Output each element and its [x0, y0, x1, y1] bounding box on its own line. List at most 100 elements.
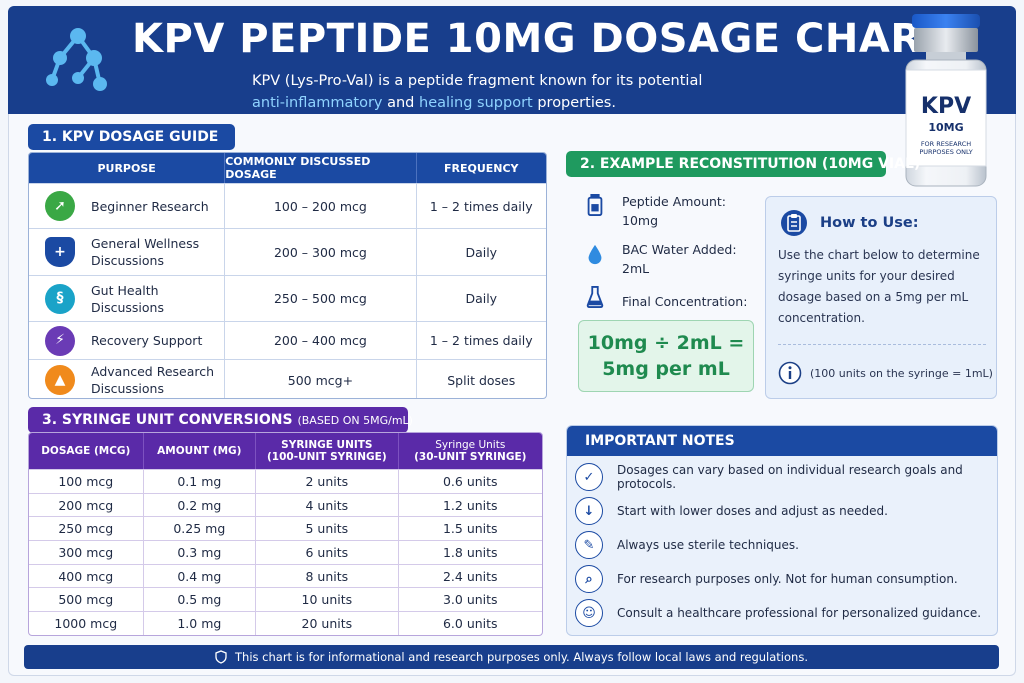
list-item: ✎ Always use sterile techniques.	[575, 530, 799, 560]
how-to-use-body: Use the chart below to determine syringe…	[778, 248, 980, 325]
syringe-header-row: DOSAGE (MCG) AMOUNT (MG) SYRINGE UNITS (1…	[29, 433, 542, 469]
guide-header-purpose: PURPOSE	[29, 153, 226, 183]
syringe-icon: ✎	[575, 531, 603, 559]
magnifier-icon: ⌕	[575, 565, 603, 593]
units-100-cell: 10 units	[256, 588, 399, 612]
guide-section-title: 1. KPV DOSAGE GUIDE	[28, 124, 235, 150]
clipboard-icon	[781, 210, 807, 236]
guide-dosage: 200 – 300 mcg	[225, 229, 417, 275]
water-drop-icon	[588, 244, 602, 265]
amount-cell: 0.3 mg	[144, 541, 257, 564]
units-100-cell: 8 units	[256, 564, 399, 588]
subtitle-highlight-1: anti-inflammatory	[252, 95, 383, 111]
guide-dosage: 250 – 500 mcg	[225, 276, 417, 321]
dosage-cell: 100 mcg	[29, 470, 144, 493]
guide-dosage: 500 mcg+	[225, 360, 417, 398]
rocket-icon: ➚	[45, 191, 75, 221]
subtitle-highlight-2: healing support	[419, 95, 533, 111]
guide-purpose: Advanced Research Discussions	[91, 364, 215, 396]
units-30-cell: 3.0 units	[442, 592, 498, 608]
guide-purpose: General Wellness Discussions	[91, 236, 200, 268]
syringe-section-title-sub: (BASED ON 5MG/mL)	[297, 414, 413, 427]
gut-icon: §	[45, 283, 75, 314]
units-30-cell: 2.4 units	[442, 568, 498, 584]
important-notes-box: IMPORTANT NOTES ✓ Dosages can vary based…	[566, 425, 998, 636]
list-item: ☺ Consult a healthcare professional for …	[575, 598, 981, 628]
amount-cell: 0.25 mg	[144, 517, 257, 541]
table-row: ⚡ Recovery Support 200 – 400 mcg 1 – 2 ti…	[29, 321, 546, 359]
final-concentration-label: Final Concentration:	[622, 294, 748, 309]
how-to-use-box: How to Use: Use the chart below to deter…	[765, 196, 997, 399]
table-row: 500 mcg 0.5 mg 10 units 3.0 units	[29, 587, 542, 612]
guide-frequency: Daily	[465, 244, 498, 260]
guide-header-row: PURPOSE COMMONLY DISCUSSED DOSAGE FREQUE…	[29, 153, 546, 183]
units-30-cell: 6.0 units	[442, 615, 498, 631]
list-item: ↓ Start with lower doses and adjust as n…	[575, 496, 888, 526]
molecule-icon	[46, 28, 107, 91]
units-100-cell: 2 units	[256, 470, 399, 493]
notes-title: IMPORTANT NOTES	[567, 426, 997, 456]
syringe-section-title-main: 3. SYRINGE UNIT CONVERSIONS	[42, 412, 293, 428]
note-text: Always use sterile techniques.	[617, 538, 799, 552]
units-100-cell: 6 units	[256, 541, 399, 564]
units-100-cell: 5 units	[256, 517, 399, 541]
dosage-guide-table: PURPOSE COMMONLY DISCUSSED DOSAGE FREQUE…	[28, 152, 547, 399]
note-text: Start with lower doses and adjust as nee…	[617, 504, 888, 518]
table-row: 200 mcg 0.2 mg 4 units 1.2 units	[29, 492, 542, 517]
dosage-cell: 250 mcg	[29, 517, 144, 541]
table-row: 100 mcg 0.1 mg 2 units 0.6 units	[29, 469, 542, 493]
guide-frequency: 1 – 2 times daily	[429, 333, 533, 348]
guide-header-frequency: FREQUENCY	[443, 161, 519, 175]
dosage-cell: 300 mcg	[29, 541, 144, 564]
amount-cell: 0.4 mg	[144, 564, 257, 588]
syringe-units-note: (100 units on the syringe = 1mL)	[810, 367, 993, 380]
amount-cell: 1.0 mg	[144, 612, 257, 635]
vial-note-1: FOR RESEARCH	[920, 140, 972, 148]
disclaimer-text: This chart is for informational and rese…	[235, 650, 808, 664]
amount-cell: 0.1 mg	[144, 470, 257, 493]
guide-header-dosage: COMMONLY DISCUSSED DOSAGE	[225, 153, 417, 183]
reconstitution-details: Peptide Amount: 10mg BAC Water Added: 2m…	[566, 178, 996, 400]
bac-water-value: 2mL	[622, 261, 650, 276]
table-row: + General Wellness Discussions 200 – 300 …	[29, 228, 546, 275]
guide-dosage: 200 – 400 mcg	[225, 322, 417, 359]
syringe-header-dosage: DOSAGE (MCG)	[29, 433, 144, 469]
list-item: ⌕ For research purposes only. Not for hu…	[575, 564, 958, 594]
syringe-header-100-unit: SYRINGE UNITS (100-UNIT SYRINGE)	[256, 433, 399, 469]
guide-dosage: 100 – 200 mcg	[225, 184, 417, 228]
vial-label: KPV 10MG FOR RESEARCH PURPOSES ONLY	[906, 94, 986, 156]
running-icon: ⚡	[45, 325, 75, 356]
dosage-cell: 200 mcg	[29, 493, 144, 517]
header-banner: KPV PEPTIDE 10MG DOSAGE CHART KPV (Lys-P…	[8, 6, 1016, 114]
vial-note-2: PURPOSES ONLY	[919, 148, 973, 156]
note-text: Consult a healthcare professional for pe…	[617, 606, 982, 620]
subtitle-line1: KPV (Lys-Pro-Val) is a peptide fragment …	[252, 73, 703, 89]
syringe-conversion-table: DOSAGE (MCG) AMOUNT (MG) SYRINGE UNITS (1…	[28, 432, 543, 636]
amount-cell: 0.2 mg	[144, 493, 257, 517]
syringe-header-30-unit: Syringe Units (30-UNIT SYRINGE)	[414, 439, 527, 463]
table-row: 400 mcg 0.4 mg 8 units 2.4 units	[29, 563, 542, 588]
concentration-formula: 10mg ÷ 2mL = 5mg per mL	[578, 320, 754, 392]
list-item: ✓ Dosages can vary based on individual r…	[575, 462, 997, 492]
vial-illustration	[905, 14, 987, 187]
guide-purpose: Beginner Research	[91, 198, 209, 214]
table-row: 300 mcg 0.3 mg 6 units 1.8 units	[29, 540, 542, 564]
syringe-header-amount: AMOUNT (MG)	[144, 433, 257, 469]
amount-cell: 0.5 mg	[144, 588, 257, 612]
dosage-cell: 500 mcg	[29, 588, 144, 612]
table-row: 250 mcg 0.25 mg 5 units 1.5 units	[29, 516, 542, 541]
subtitle-and: and	[382, 95, 419, 111]
units-100-cell: 20 units	[256, 612, 399, 635]
shield-check-icon: ✓	[575, 463, 603, 491]
syringe-section-title: 3. SYRINGE UNIT CONVERSIONS (BASED ON 5M…	[28, 407, 413, 433]
table-row: ▲ Advanced Research Discussions 500 mcg+ …	[29, 359, 546, 398]
peptide-amount-label: Peptide Amount:	[622, 194, 727, 209]
shield-plus-icon: +	[45, 237, 75, 267]
table-row: ➚ Beginner Research 100 – 200 mcg 1 – 2 t…	[29, 183, 546, 228]
syringe-rows: 100 mcg 0.1 mg 2 units 0.6 units 200 mcg 0.2 …	[29, 469, 542, 635]
chart-up-icon: ▲	[45, 365, 75, 395]
vial-dose: 10MG	[928, 121, 964, 134]
dosage-cell: 400 mcg	[29, 564, 144, 588]
vial-brand: KPV	[920, 94, 972, 119]
how-to-use-title: How to Use:	[820, 215, 919, 231]
